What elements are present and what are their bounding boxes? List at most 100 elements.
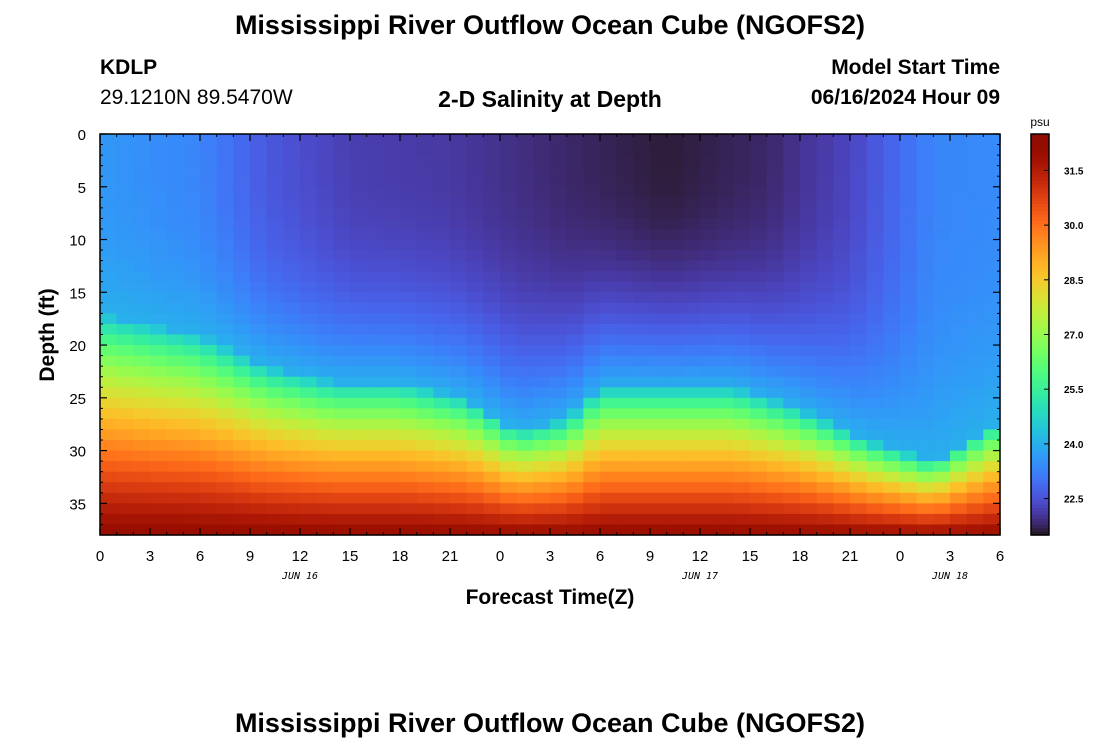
heatmap-cell bbox=[650, 260, 668, 272]
heatmap-cell bbox=[383, 302, 401, 314]
heatmap-cell bbox=[366, 197, 384, 209]
colorbar-swatch bbox=[1031, 281, 1049, 285]
colorbar-swatch bbox=[1031, 364, 1049, 369]
heatmap-cell bbox=[316, 250, 334, 262]
heatmap-cell bbox=[600, 345, 618, 357]
page-title: Mississippi River Outflow Ocean Cube (NG… bbox=[234, 10, 866, 40]
heatmap-cell bbox=[916, 429, 934, 441]
heatmap-cell bbox=[633, 165, 651, 177]
heatmap-cell bbox=[166, 440, 184, 452]
heatmap-cell bbox=[450, 397, 468, 409]
heatmap-cell bbox=[100, 492, 118, 504]
heatmap-cell bbox=[866, 197, 884, 209]
heatmap-cell bbox=[833, 376, 851, 388]
heatmap-cell bbox=[466, 461, 484, 473]
heatmap-cell bbox=[516, 134, 534, 146]
heatmap-cell bbox=[966, 239, 984, 251]
heatmap-cell bbox=[116, 450, 134, 462]
heatmap-cell bbox=[933, 429, 951, 441]
station-coordinates: 29.1210N 89.5470W bbox=[100, 86, 293, 109]
heatmap-cell bbox=[750, 524, 768, 536]
colorbar-swatch bbox=[1031, 511, 1049, 516]
heatmap-cell bbox=[783, 155, 801, 167]
heatmap-cell bbox=[233, 250, 251, 262]
heatmap-cell bbox=[666, 450, 684, 462]
heatmap-cell bbox=[683, 513, 701, 526]
heatmap-cell bbox=[383, 207, 401, 220]
heatmap-cell bbox=[950, 345, 968, 357]
heatmap-cell bbox=[883, 376, 901, 388]
heatmap-cell bbox=[366, 355, 384, 367]
colorbar-swatch bbox=[1031, 394, 1049, 399]
heatmap-cell bbox=[900, 323, 918, 336]
heatmap-cell bbox=[800, 313, 818, 325]
heatmap-cell bbox=[833, 155, 851, 167]
x-tick-label: 15 bbox=[742, 548, 759, 565]
heatmap-cell bbox=[833, 144, 851, 156]
heatmap-cell bbox=[950, 440, 968, 452]
heatmap-cell bbox=[816, 218, 834, 230]
heatmap-cell bbox=[400, 513, 418, 526]
heatmap-cell bbox=[766, 429, 784, 441]
heatmap-cell bbox=[100, 408, 118, 420]
heatmap-cell bbox=[816, 471, 834, 483]
heatmap-cell bbox=[733, 176, 751, 188]
heatmap-cell bbox=[300, 323, 318, 336]
heatmap-cell bbox=[266, 186, 284, 198]
heatmap-cell bbox=[883, 207, 901, 220]
heatmap-cell bbox=[483, 207, 501, 220]
heatmap-cell bbox=[650, 345, 668, 357]
heatmap-cell bbox=[166, 492, 184, 504]
heatmap-cell bbox=[250, 281, 268, 293]
heatmap-cell bbox=[250, 271, 268, 283]
heatmap-cell bbox=[783, 218, 801, 230]
heatmap-cell bbox=[333, 176, 351, 188]
heatmap-cell bbox=[566, 323, 584, 336]
heatmap-cell bbox=[700, 355, 718, 367]
heatmap-cell bbox=[250, 471, 268, 483]
heatmap-cell bbox=[800, 165, 818, 177]
heatmap-cell bbox=[950, 207, 968, 220]
heatmap-cell bbox=[883, 482, 901, 494]
heatmap-cell bbox=[766, 197, 784, 209]
heatmap-cell bbox=[116, 144, 134, 156]
heatmap-cell bbox=[850, 440, 868, 452]
heatmap-cell bbox=[683, 218, 701, 230]
heatmap-cell bbox=[816, 134, 834, 146]
heatmap-cell bbox=[333, 134, 351, 146]
heatmap-cell bbox=[150, 134, 168, 146]
heatmap-cell bbox=[716, 218, 734, 230]
heatmap-cell bbox=[433, 471, 451, 483]
heatmap-cell bbox=[916, 366, 934, 378]
colorbar-swatch bbox=[1031, 217, 1049, 222]
heatmap-cell bbox=[416, 144, 434, 156]
heatmap-cell bbox=[583, 355, 601, 367]
heatmap-cell bbox=[716, 186, 734, 198]
heatmap-cell bbox=[600, 408, 618, 420]
heatmap-cell bbox=[300, 408, 318, 420]
heatmap-cell bbox=[566, 186, 584, 198]
heatmap-cell bbox=[600, 271, 618, 283]
heatmap-cell bbox=[616, 376, 634, 388]
heatmap-cell bbox=[450, 387, 468, 399]
heatmap-cell bbox=[616, 165, 634, 177]
heatmap-cell bbox=[550, 313, 568, 325]
heatmap-cell bbox=[616, 239, 634, 251]
heatmap-cell bbox=[450, 281, 468, 293]
heatmap-cell bbox=[716, 418, 734, 431]
heatmap-cell bbox=[816, 176, 834, 188]
heatmap-cell bbox=[350, 207, 368, 220]
colorbar-swatch bbox=[1031, 481, 1049, 486]
heatmap-cell bbox=[550, 197, 568, 209]
heatmap-cell bbox=[866, 482, 884, 494]
heatmap-cell bbox=[150, 228, 168, 241]
heatmap-cell bbox=[950, 471, 968, 483]
heatmap-cell bbox=[616, 418, 634, 431]
heatmap-cell bbox=[850, 513, 868, 526]
heatmap-cell bbox=[883, 271, 901, 283]
heatmap-cell bbox=[350, 228, 368, 241]
heatmap-cell bbox=[583, 218, 601, 230]
heatmap-cell bbox=[466, 524, 484, 536]
heatmap-cell bbox=[850, 197, 868, 209]
heatmap-cell bbox=[500, 397, 518, 409]
